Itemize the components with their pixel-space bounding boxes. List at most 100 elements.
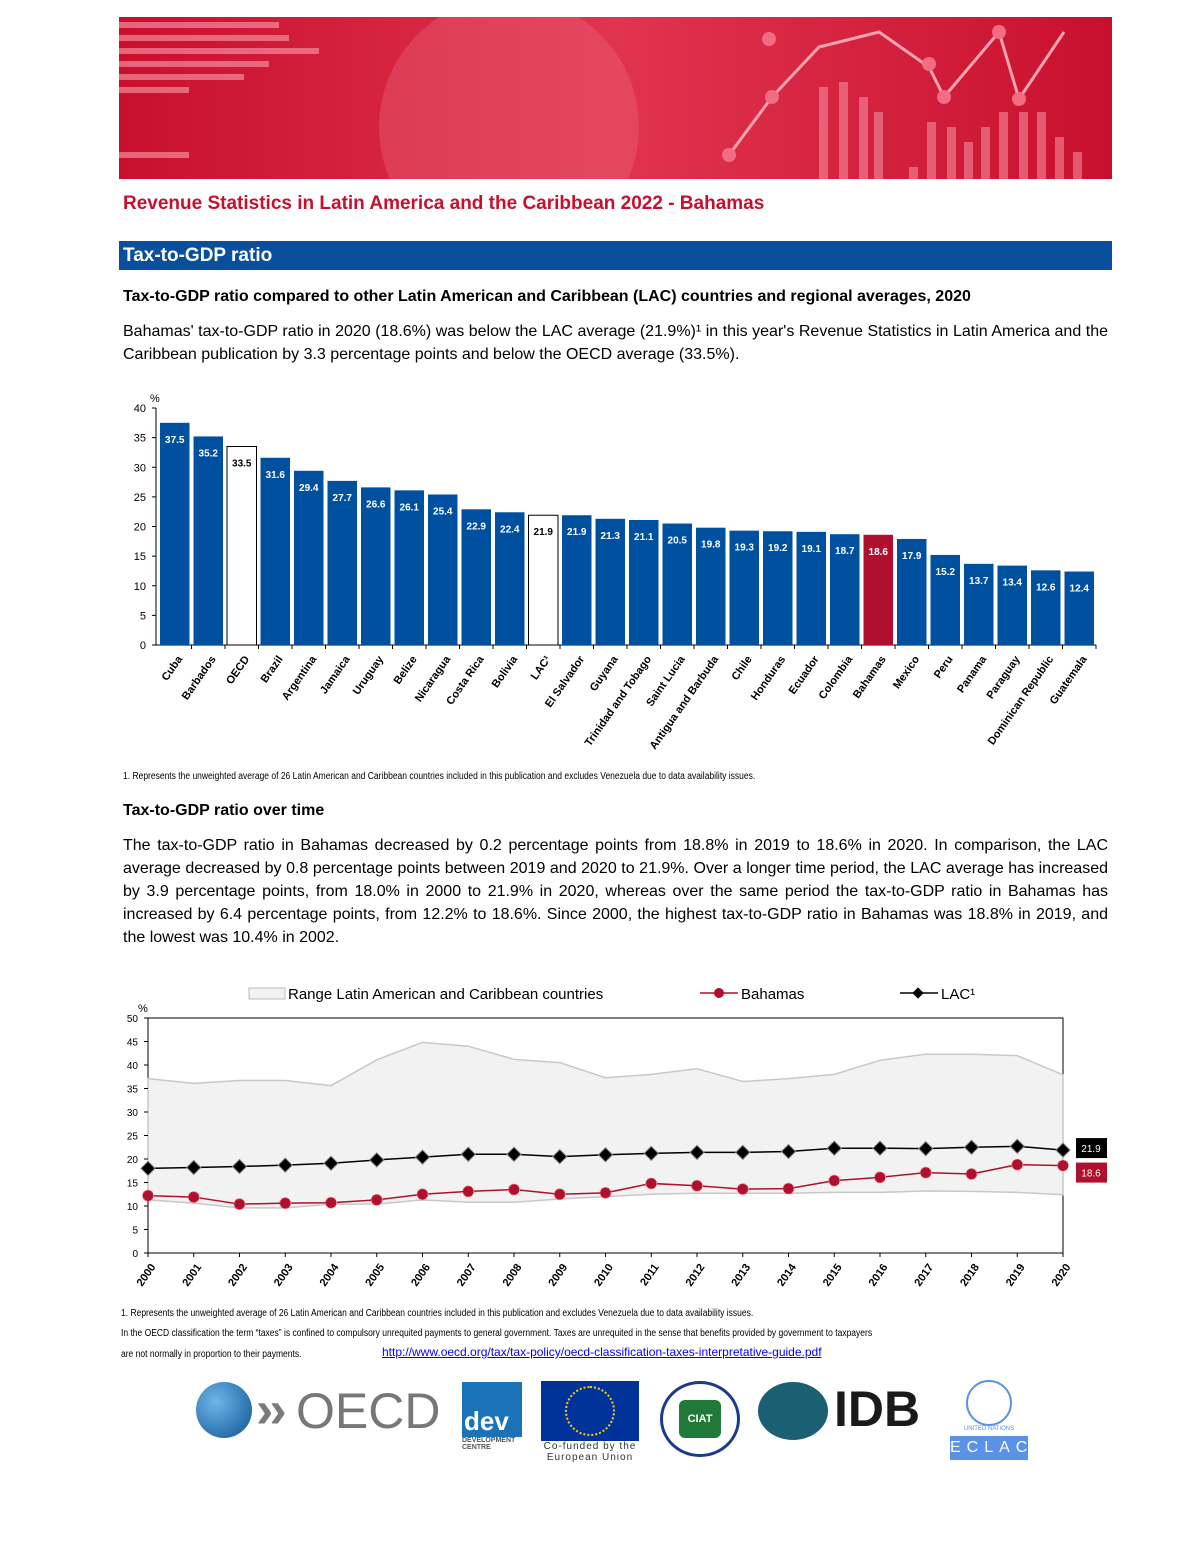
legend-bahamas-marker [714,988,724,998]
paragraph-over-time: The tax-to-GDP ratio in Bahamas decrease… [123,837,1108,946]
bar-el-salvador [562,515,592,645]
bar-value-label: 20.5 [668,536,688,547]
bar-value-label: 17.9 [902,551,922,562]
bar-colombia [830,534,860,645]
oecd-classification-link[interactable]: http://www.oecd.org/tax/tax-policy/oecd-… [382,1345,822,1359]
x-tick-label: 2019 [1004,1262,1028,1289]
y-tick-label: 40 [134,403,146,415]
header-banner [119,17,1112,179]
x-tick-label: 2005 [363,1262,387,1289]
bar-value-label: 21.3 [601,531,621,542]
x-tick-label: 2003 [272,1262,296,1289]
y-tick-label: 5 [140,610,146,622]
lac-point [414,1149,431,1165]
bar-ecuador [796,531,826,645]
bahamas-point [370,1193,383,1206]
x-tick-label: Dominican Republic [986,654,1056,748]
x-tick-label: Guyana [588,653,621,694]
lac-point [1055,1142,1071,1158]
bar-value-label: 19.2 [768,543,788,554]
bahamas-point [736,1183,749,1196]
x-tick-label: Honduras [749,654,788,703]
oecd-logo: ›› OECD [196,1380,451,1440]
x-tick-label: 2006 [409,1262,433,1289]
section-header: Tax-to-GDP ratio [119,241,1112,270]
taxes-definition-note-2: are not normally in proportion to their … [121,1349,302,1360]
y-tick-label: 15 [127,1179,139,1190]
bahamas-point [553,1188,566,1201]
bar-value-label: 22.4 [500,524,520,535]
x-tick-label: 2009 [546,1262,570,1289]
x-tick-label: Bolivia [490,653,521,690]
x-tick-label: 2020 [1050,1262,1074,1289]
x-tick-label: 2004 [318,1261,342,1289]
y-tick-label: 10 [134,581,146,593]
x-tick-label: Panama [955,653,990,695]
lac-point [917,1140,934,1157]
footnote-bar-chart: 1. Represents the unweighted average of … [123,771,756,782]
x-tick-label: Bahamas [851,654,889,701]
bar-value-label: 26.1 [400,502,420,513]
y-tick-label: 50 [127,1014,139,1025]
bahamas-point [416,1188,429,1201]
x-tick-label: 2012 [684,1262,708,1289]
bar-chart: % 0 5 10 15 20 25 30 35 40 37.5 Cuba 35.2 Barbados 33.… [134,393,1097,752]
bar-value-label: 21.1 [634,532,654,543]
bar-paraguay [997,565,1027,645]
bar-guyana [595,518,625,645]
ciat-logo: CIAT [660,1381,740,1457]
lac-point [826,1140,843,1156]
y-tick-label: 35 [134,433,146,445]
bar-peru [930,554,960,645]
bar-trinidad-and-tobago [629,519,659,645]
lac-point [185,1159,202,1176]
bar-value-label: 37.5 [165,435,185,446]
lac-point [231,1158,248,1175]
legend-lac-label: LAC¹ [941,986,975,1003]
bar-bolivia [495,512,525,645]
bar-value-label: 22.9 [467,521,487,532]
line-chart: Range Latin American and Caribbean count… [127,986,1107,1289]
x-tick-label: Barbados [180,654,219,702]
lac-point [1009,1138,1026,1155]
x-tick-label: Chile [729,654,754,683]
bahamas-point [325,1196,337,1209]
x-tick-label: OECD [224,654,252,687]
footnote-line-chart: 1. Represents the unweighted average of … [121,1308,754,1319]
bar-value-label: 21.9 [567,527,587,538]
y-tick-label: 5 [132,1226,138,1237]
lac-end-label-box [1076,1138,1107,1159]
x-tick-label: Peru [932,654,956,681]
bar-brazil [260,457,290,645]
lac-point [872,1140,888,1156]
subsection-title-over-time: Tax-to-GDP ratio over time [123,802,325,819]
bar-value-label: 26.6 [366,499,386,510]
range-area [147,1041,1064,1209]
bar-value-label: 33.5 [232,459,252,470]
y-tick-label: 25 [127,1132,139,1143]
lac-end-label: 21.9 [1081,1144,1101,1155]
x-tick-label: 2013 [729,1262,753,1289]
bar-value-label: 18.6 [869,547,889,558]
bar-value-label: 35.2 [199,448,219,459]
lac-point [643,1145,660,1162]
lac-point [551,1148,568,1165]
x-tick-label: 2011 [638,1262,662,1288]
lac-point [734,1144,751,1161]
legend-bahamas-label: Bahamas [741,986,804,1003]
bahamas-point [1057,1159,1069,1172]
x-tick-label: Colombia [817,653,856,702]
y-tick-label: 15 [134,551,146,563]
lac-point [963,1139,980,1156]
y-axis-unit: % [150,393,160,405]
x-tick-label: 2008 [501,1262,525,1289]
y-tick-label: 30 [127,1108,139,1119]
x-tick-label: 2018 [958,1262,982,1289]
x-tick-label: 2007 [455,1262,479,1289]
legend-lac-marker [912,987,924,999]
legend-range-label: Range Latin American and Caribbean count… [288,986,603,1003]
x-tick-label: 2014 [775,1261,799,1289]
bar-argentina [294,470,324,645]
y-axis-unit: % [138,1003,148,1015]
bar-value-label: 15.2 [936,567,956,578]
